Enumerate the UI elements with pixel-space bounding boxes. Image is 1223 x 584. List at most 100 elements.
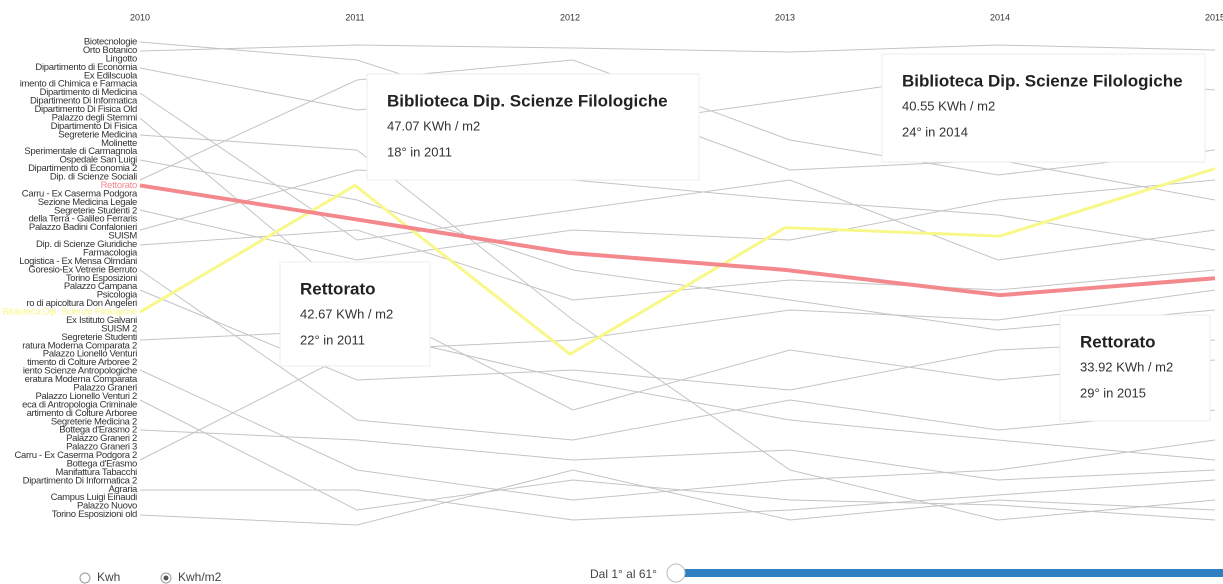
year-label: 2015 <box>1205 12 1223 22</box>
row-label: Psicologia <box>97 290 138 301</box>
row-label: Sezione Medicina Legale <box>38 197 137 208</box>
other-line <box>139 269 1216 441</box>
row-label: eratura Moderna Comparata <box>25 374 138 385</box>
row-label: Biblioteca Dip. Scienze Filologiche <box>2 307 137 318</box>
row-label: Rettorato <box>101 180 137 191</box>
tooltip-value: 47.07 KWh / m2 <box>387 118 480 133</box>
row-label: Segreterie Medicina <box>58 129 138 140</box>
row-label: Palazzo Graneri 3 <box>66 442 137 453</box>
range-label: Dal 1° al 61° <box>590 567 657 581</box>
other-line <box>139 134 1216 521</box>
row-label: Orto Botanico <box>83 45 137 56</box>
row-label: ratura Moderna Comparata 2 <box>22 340 137 351</box>
row-label: Dipartimento Di Informatica <box>30 96 138 107</box>
other-line <box>140 479 1216 521</box>
tooltip: Rettorato 42.67 KWh / m2 22° in 2011 <box>279 261 431 367</box>
tooltip-box <box>279 261 431 367</box>
row-label: SUISM 2 <box>101 323 137 334</box>
row-label: Bottega d'Erasmo 2 <box>59 425 137 436</box>
row-label: Molinette <box>101 138 137 149</box>
row-label: Ospedale San Luigi <box>59 155 137 166</box>
radio-label: Kwh/m2 <box>178 570 222 584</box>
row-label: Carru - Ex Caserma Podgora 2 <box>14 450 137 461</box>
other-line <box>139 369 1216 501</box>
row-label: Palazzo Graneri 2 <box>66 433 137 444</box>
row-label: della Terra - Galileo Ferraris <box>28 214 137 225</box>
row-label: Dipartimento Di Informatica 2 <box>23 475 137 486</box>
radio-label: Kwh <box>97 570 120 584</box>
row-label: Ex Edilscuola <box>84 70 138 81</box>
radio[interactable] <box>79 572 91 584</box>
radio-dot <box>163 575 169 581</box>
row-label: Logistica - Ex Mensa Olmdani <box>19 256 137 267</box>
tooltip: Biblioteca Dip. Scienze Filologiche 40.55… <box>881 53 1206 163</box>
row-label: Dipartimento Di Fisica <box>51 121 138 132</box>
row-label: Palazzo degli Stemmi <box>52 112 138 123</box>
tooltip-rank: 18° in 2011 <box>387 144 452 159</box>
tooltip-title: Biblioteca Dip. Scienze Filologiche <box>902 71 1183 90</box>
year-label: 2013 <box>775 12 795 22</box>
tooltip-value: 40.55 KWh / m2 <box>902 98 995 113</box>
tooltip-box <box>1059 314 1211 422</box>
row-label: Palazzo Nuovo <box>77 501 137 512</box>
row-label: Sperimentale di Carmagnola <box>24 146 138 157</box>
row-label: ro di apicoltura Don Angeleri <box>26 298 137 309</box>
row-label: eca di Antropologia Criminale <box>22 399 137 410</box>
row-label: Ex Istituto Galvani <box>66 315 137 326</box>
series-line <box>139 183 1216 298</box>
row-label: Goresio-Ex Vetrerie Berruto <box>28 264 137 275</box>
other-line <box>139 169 1216 251</box>
row-label: timento di Colture Arboree 2 <box>27 357 137 368</box>
row-label: Palazzo Lionello Venturi 2 <box>35 391 137 402</box>
row-label: Farmacologia <box>83 247 138 258</box>
row-label: Manifattura Tabacchi <box>56 467 138 478</box>
year-label: 2010 <box>130 12 150 22</box>
row-label: SUISM <box>108 231 137 242</box>
other-line <box>139 429 1216 481</box>
tooltip-rank: 29° in 2015 <box>1080 385 1146 400</box>
row-label: Dip. di Scienze Giuridiche <box>36 239 137 250</box>
tooltip-value: 33.92 KWh / m2 <box>1080 359 1173 374</box>
tooltip-rank: 24° in 2014 <box>902 124 968 139</box>
row-label: Torino Esposizioni <box>66 273 137 284</box>
tooltip-value: 42.67 KWh / m2 <box>300 306 393 321</box>
row-label: Lingotto <box>106 53 137 64</box>
other-line <box>139 289 1216 461</box>
row-label: iento Scienze Antropologiche <box>23 366 137 377</box>
row-label: Palazzo Graneri <box>73 382 137 393</box>
tooltip-rank: 22° in 2011 <box>300 332 365 347</box>
row-label: Agraria <box>108 484 138 495</box>
row-label: Dipartimento di Economia 2 <box>28 163 137 174</box>
series-line <box>139 167 1216 356</box>
other-line <box>139 159 1216 331</box>
tooltip: Rettorato 33.92 KWh / m2 29° in 2015 <box>1059 314 1211 422</box>
row-label: Palazzo Campana <box>64 281 138 292</box>
tooltip-title: Rettorato <box>300 279 376 298</box>
row-label: Palazzo Badini Confalonieri <box>29 222 137 233</box>
tooltip-title: Biblioteca Dip. Scienze Filologiche <box>387 91 668 110</box>
year-label: 2014 <box>990 12 1010 22</box>
row-label: Dipartimento di Economia <box>35 62 138 73</box>
tooltip-box <box>881 53 1206 163</box>
row-label: Segreterie Medicina 2 <box>51 416 137 427</box>
year-label: 2012 <box>560 12 580 22</box>
row-label: Dip. di Scienze Sociali <box>50 172 137 183</box>
row-label: Segreterie Studenti 2 <box>54 205 137 216</box>
row-label: Carru - Ex Caserma Podgora <box>22 188 138 199</box>
row-label: artimento di Colture Arboree <box>27 408 137 419</box>
row-label: Palazzo Lionello Venturi <box>43 349 137 360</box>
tooltip-box <box>366 73 700 181</box>
row-label: imento di Chimica e Farmacia <box>20 79 138 90</box>
row-label: Campus Luigi Einaudi <box>51 492 138 503</box>
other-line <box>139 399 1216 521</box>
row-label: Bottega d'Erasmo <box>67 458 137 469</box>
slider-handle[interactable] <box>666 563 686 583</box>
other-line <box>139 179 1216 261</box>
year-label: 2011 <box>345 12 364 22</box>
other-line <box>139 469 1216 526</box>
tooltip: Biblioteca Dip. Scienze Filologiche 47.07… <box>366 73 700 181</box>
slider-track[interactable] <box>684 569 1223 577</box>
row-label: Dipartimento di Medicina <box>40 87 138 98</box>
row-label: Biotecnologie <box>84 37 137 48</box>
tooltip-title: Rettorato <box>1080 332 1156 351</box>
